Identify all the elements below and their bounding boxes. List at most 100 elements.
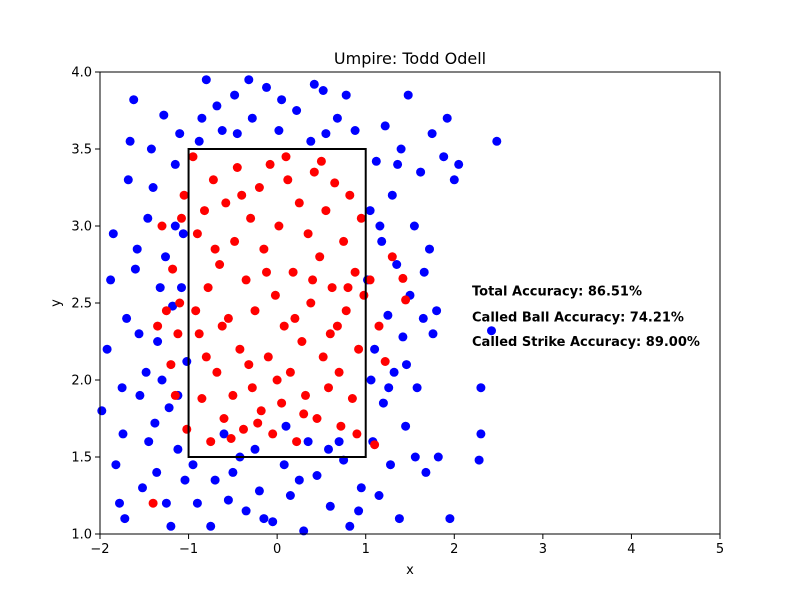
data-point [177,283,186,293]
y-tick-label: 3.5 [71,143,92,158]
data-point [356,483,366,493]
data-point [141,367,151,377]
data-point [265,159,275,169]
data-point [200,206,209,216]
data-point [148,183,158,192]
x-tick-label: 3 [539,542,547,557]
data-point [303,229,313,239]
data-point [182,357,192,366]
y-tick-label: 3.0 [71,220,92,235]
data-point [125,136,135,146]
data-point [301,390,310,400]
data-point [102,344,112,354]
data-point [318,86,328,95]
data-point [389,367,399,377]
y-tick-label: 2.0 [71,374,92,389]
accuracy-annotation: Called Strike Accuracy: 89.00% [472,335,700,350]
data-point [168,301,178,311]
data-point [223,313,233,323]
strike-zone-layer [187,148,367,458]
y-tick-label: 4.0 [71,66,92,81]
data-point [343,283,353,293]
data-point [341,306,351,316]
data-point [277,95,287,105]
data-point [153,337,163,346]
data-point [250,444,260,454]
data-point [259,514,269,524]
data-point [232,129,242,139]
data-point [117,383,127,393]
data-point [118,429,128,439]
data-point [332,321,342,331]
data-point [324,383,333,393]
data-point [384,383,394,393]
data-point [312,471,322,480]
data-point [454,159,464,169]
data-point [339,236,349,246]
data-point [392,260,402,269]
data-point [97,406,107,416]
data-point [203,283,213,293]
data-point [134,329,144,339]
data-point [398,273,408,283]
data-point [152,467,162,477]
data-point [281,152,291,162]
data-point [161,498,171,508]
data-point [281,421,291,431]
data-point [182,424,192,434]
x-axis-ticks: −2 −1 0 1 2 3 4 5 [90,534,724,557]
data-point [401,295,411,305]
x-tick-label: 1 [362,542,370,557]
data-point [274,221,284,231]
data-point [219,429,229,439]
data-point [194,329,204,339]
data-point [306,136,316,146]
data-point [168,264,178,274]
data-point [230,236,240,246]
data-point [226,434,236,443]
data-point [292,106,302,115]
data-point [241,275,251,285]
data-point [129,95,139,105]
data-point [175,129,185,139]
x-tick-label: 4 [627,542,635,557]
data-point [283,175,293,185]
data-point [398,332,408,342]
data-point [294,475,304,485]
data-point [316,156,326,166]
data-point [254,486,264,496]
data-point [383,310,393,320]
points-layer [97,75,502,536]
data-point [173,329,183,339]
data-point [180,475,190,485]
data-point [279,321,289,331]
data-point [315,252,325,262]
data-point [192,229,202,239]
data-point [428,329,438,339]
data-point [386,460,395,470]
data-point [228,467,238,477]
data-point [474,455,484,465]
data-point [347,394,357,403]
data-point [418,313,428,323]
data-point [380,357,390,366]
data-point [334,437,344,447]
data-point [161,306,171,316]
data-point [143,213,153,223]
data-point [235,344,245,354]
data-point [288,267,298,277]
data-point [206,521,216,531]
data-point [294,198,304,208]
data-point [153,321,163,331]
data-point [157,221,167,231]
data-point [309,79,319,89]
data-point [476,429,486,439]
data-point [445,514,455,524]
data-point [354,344,364,354]
data-point [138,483,147,493]
data-point [253,418,263,428]
data-point [215,260,225,269]
data-point [410,452,420,462]
accuracy-annotation: Called Ball Accuracy: 74.21% [472,310,684,325]
